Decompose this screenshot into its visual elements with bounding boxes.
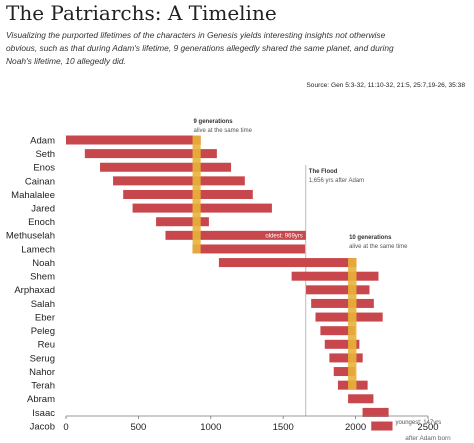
x-axis: 0 500 1000 1500 2000 2500 after Adam born <box>63 415 451 442</box>
lifespan-bar-jacob <box>371 421 393 431</box>
lifespan-bar-methuselah <box>165 230 306 240</box>
x-axis-tick-label-1000: 1000 <box>200 422 221 433</box>
annotation-9-generations-title: 9 generations <box>194 119 234 125</box>
lifespan-bar-shem <box>291 271 379 281</box>
overlap-highlight-band-1 <box>192 135 201 254</box>
name-label-cainan: Cainan <box>25 176 55 187</box>
lifespan-bar-jared <box>132 203 272 213</box>
annotation-10-generations-title: 10 generations <box>349 235 392 241</box>
annotation-flood-title: The Flood <box>309 169 338 175</box>
annotation-youngest: youngest: 147yrs <box>396 420 442 426</box>
x-axis-tick-label-2500: 2500 <box>417 422 438 433</box>
lifespan-bar-salah <box>311 298 374 308</box>
lifespan-bar-cainan <box>113 176 245 186</box>
name-label-methuselah: Methuselah <box>6 231 55 242</box>
name-label-shem: Shem <box>30 272 55 283</box>
name-label-jared: Jared <box>31 204 55 215</box>
name-label-noah: Noah <box>32 258 55 269</box>
name-label-enos: Enos <box>33 163 55 174</box>
x-axis-tick-label-2000: 2000 <box>345 422 366 433</box>
lifespan-bar-peleg <box>320 326 356 336</box>
name-label-nahor: Nahor <box>29 367 55 378</box>
name-label-abram: Abram <box>27 394 55 405</box>
name-label-terah: Terah <box>31 381 55 392</box>
annotation-oldest: oldest: 969yrs <box>265 234 302 240</box>
lifespan-bar-mahalalee <box>123 189 253 199</box>
lifespan-bar-isaac <box>362 407 389 417</box>
chart-source: Source: Gen 5:3-32, 11:10-32, 21:5, 25:7… <box>306 82 465 89</box>
lifespan-bar-abram <box>348 394 374 404</box>
chart-subtitle-line-2: obvious, such as that during Adam's life… <box>6 43 394 53</box>
name-label-lamech: Lamech <box>21 244 55 255</box>
lifespan-bar-adam <box>66 135 201 145</box>
name-label-reu: Reu <box>38 340 55 351</box>
lifespan-bar-nahor <box>333 367 356 377</box>
overlap-highlight-band-2 <box>348 258 357 390</box>
highlight-bands <box>192 135 357 390</box>
x-axis-unit-note: after Adam born <box>405 435 451 442</box>
annotation-9-generations-text: alive at the same time <box>194 128 253 134</box>
chart-annotations: 9 generations alive at the same time The F… <box>194 119 442 426</box>
name-label-eber: Eber <box>35 312 55 323</box>
name-label-salah: Salah <box>31 299 55 310</box>
patriarch-name-labels: Adam Seth Enos Cainan Mahalalee Jared Enoch Met… <box>6 135 55 432</box>
name-label-isaac: Isaac <box>32 408 55 419</box>
lifespan-bar-enos <box>100 162 232 172</box>
name-label-arphaxad: Arphaxad <box>14 285 55 296</box>
lifespan-bar-reu <box>324 339 360 349</box>
annotation-flood-text: 1,656 yrs after Adam <box>309 178 364 184</box>
name-label-jacob: Jacob <box>30 421 55 432</box>
lifespan-bar-lamech <box>192 244 306 254</box>
lifespan-bar-noah <box>218 258 357 268</box>
x-axis-tick-label-0: 0 <box>63 422 68 433</box>
chart-subtitle-line-1: Visualizing the purported lifetimes of t… <box>6 30 386 40</box>
name-label-mahalalee: Mahalalee <box>11 190 55 201</box>
lifespan-bar-enoch <box>156 217 209 227</box>
lifespan-bar-serug <box>329 353 363 363</box>
name-label-seth: Seth <box>35 149 55 160</box>
name-label-serug: Serug <box>30 353 55 364</box>
chart-title: The Patriarchs: A Timeline <box>6 1 277 25</box>
name-label-enoch: Enoch <box>28 217 55 228</box>
x-axis-tick-label-1500: 1500 <box>273 422 294 433</box>
name-label-peleg: Peleg <box>31 326 55 337</box>
lifespan-bar-arphaxad <box>306 285 370 295</box>
chart-subtitle-line-3: Noah's lifetime, 10 allegedly did. <box>6 56 126 66</box>
lifespan-bar-seth <box>84 149 217 159</box>
x-axis-tick-label-500: 500 <box>130 422 146 433</box>
annotation-10-generations-text: alive at the same time <box>349 244 408 250</box>
name-label-adam: Adam <box>30 135 55 146</box>
